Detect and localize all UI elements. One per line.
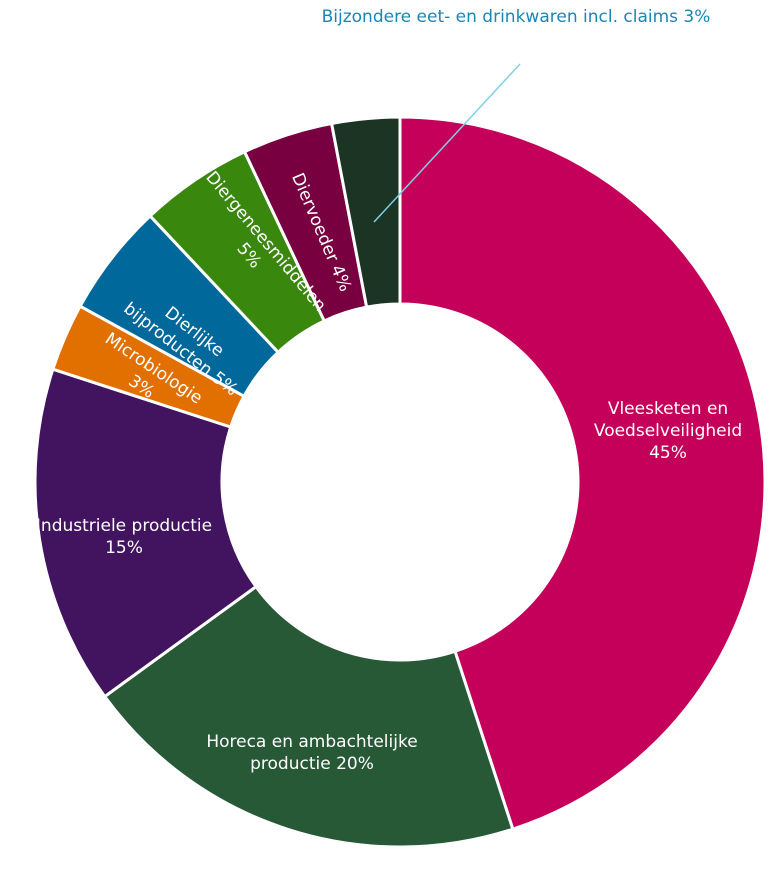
- slice-label-line: Voedselveiligheid: [594, 421, 742, 441]
- donut-slice: [102, 584, 515, 849]
- slice-label-line: productie 20%: [250, 754, 374, 774]
- slice-label: Horeca en ambachtelijke productie 20%: [206, 732, 417, 774]
- leader-line: [373, 63, 521, 223]
- slice-label: Bijzondere eet- en drinkwaren incl. clai…: [322, 7, 711, 27]
- slice-label: Industriele productie 15%: [36, 516, 212, 558]
- slice-label-line: 15%: [105, 538, 143, 558]
- slice-label: Vleesketen en Voedselveiligheid 45%: [594, 399, 742, 463]
- slice-label-line: Vleesketen en: [608, 399, 728, 419]
- slice-label-line: Horeca en ambachtelijke: [206, 732, 417, 752]
- donut-slice: [33, 367, 259, 699]
- donut-slice: [398, 115, 767, 832]
- slice-label-line: Industriele productie: [36, 516, 212, 536]
- donut-slices: [33, 115, 767, 849]
- donut-slice: [329, 115, 402, 309]
- slice-label-line: 45%: [649, 443, 687, 463]
